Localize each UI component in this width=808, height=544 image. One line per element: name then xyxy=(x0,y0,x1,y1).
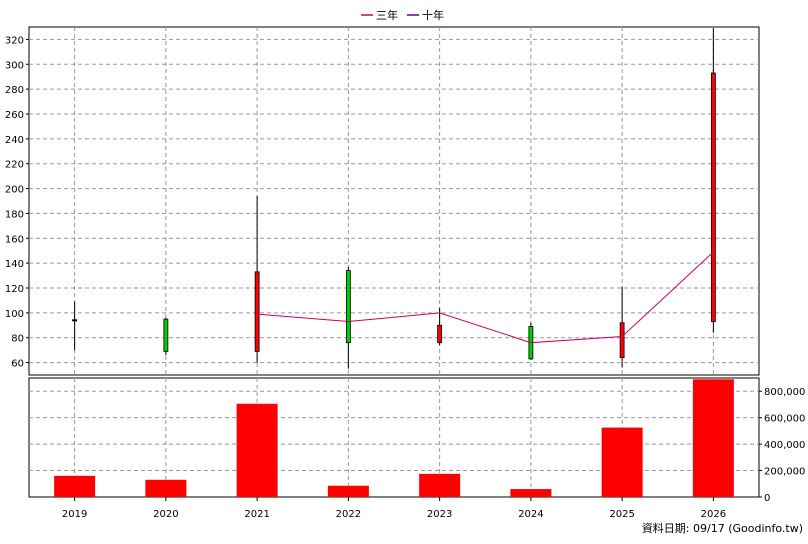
price-ytick-label: 140 xyxy=(5,259,24,270)
volume-bar xyxy=(236,403,278,497)
legend-label-10y: 十年 xyxy=(422,8,444,22)
volume-ytick-label: 0 xyxy=(764,493,770,504)
footer-source: 資料日期: 09/17 (Goodinfo.tw) xyxy=(642,521,803,535)
volume-bar xyxy=(692,379,734,497)
candle-body xyxy=(437,324,443,344)
volume-panel-frame xyxy=(28,377,760,498)
legend-label-3y: 三年 xyxy=(376,8,398,22)
x-tick-label: 2024 xyxy=(518,509,543,520)
candle-body xyxy=(619,322,625,358)
legend: 三年 十年 xyxy=(361,8,444,22)
price-panel-frame xyxy=(28,26,760,376)
volume-bar xyxy=(419,473,461,497)
volume-bar xyxy=(54,475,96,497)
price-ytick-label: 120 xyxy=(5,284,24,295)
x-tick-label: 2025 xyxy=(609,509,634,520)
x-tick-label: 2023 xyxy=(427,509,452,520)
volume-bar xyxy=(510,489,552,497)
price-ytick-label: 160 xyxy=(5,234,24,245)
price-ytick-label: 280 xyxy=(5,85,24,96)
price-ytick-label: 300 xyxy=(5,60,24,71)
volume-ytick-label: 800,000 xyxy=(764,387,805,398)
price-ytick-label: 260 xyxy=(5,110,24,121)
volume-ytick-label: 200,000 xyxy=(764,467,805,478)
x-tick-label: 2020 xyxy=(153,509,178,520)
price-ytick-label: 180 xyxy=(5,209,24,220)
volume-bar xyxy=(327,485,369,497)
candle-body xyxy=(345,270,351,344)
plot-area: 60 80 100 120 140 160 180 200 220 240 260 280 300 320… xyxy=(5,26,805,520)
price-ytick-label: 60 xyxy=(11,359,24,370)
volume-ytick-label: 400,000 xyxy=(764,440,805,451)
volume-bar xyxy=(601,427,643,497)
x-tick-label: 2022 xyxy=(336,509,361,520)
candle-body xyxy=(710,72,716,322)
price-ytick-label: 220 xyxy=(5,160,24,171)
price-ytick-label: 200 xyxy=(5,185,24,196)
price-ytick-label: 100 xyxy=(5,309,24,320)
candle-body xyxy=(163,318,169,352)
volume-bar xyxy=(145,479,187,497)
x-tick-label: 2026 xyxy=(701,509,726,520)
x-tick-label: 2021 xyxy=(244,509,269,520)
price-ytick-label: 240 xyxy=(5,135,24,146)
three-year-line xyxy=(257,251,714,344)
price-ytick-label: 80 xyxy=(11,334,24,345)
price-ytick-label: 320 xyxy=(5,35,24,46)
volume-ytick-label: 600,000 xyxy=(764,414,805,425)
candle-body xyxy=(254,271,260,352)
x-tick-label: 2019 xyxy=(62,509,87,520)
